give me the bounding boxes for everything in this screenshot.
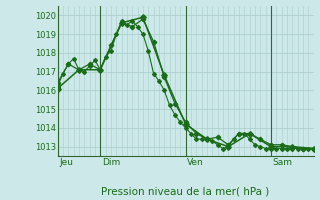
Text: Dim: Dim (102, 158, 120, 167)
Text: Ven: Ven (188, 158, 204, 167)
Text: Sam: Sam (273, 158, 293, 167)
Text: Jeu: Jeu (60, 158, 73, 167)
Text: Pression niveau de la mer( hPa ): Pression niveau de la mer( hPa ) (101, 186, 270, 196)
